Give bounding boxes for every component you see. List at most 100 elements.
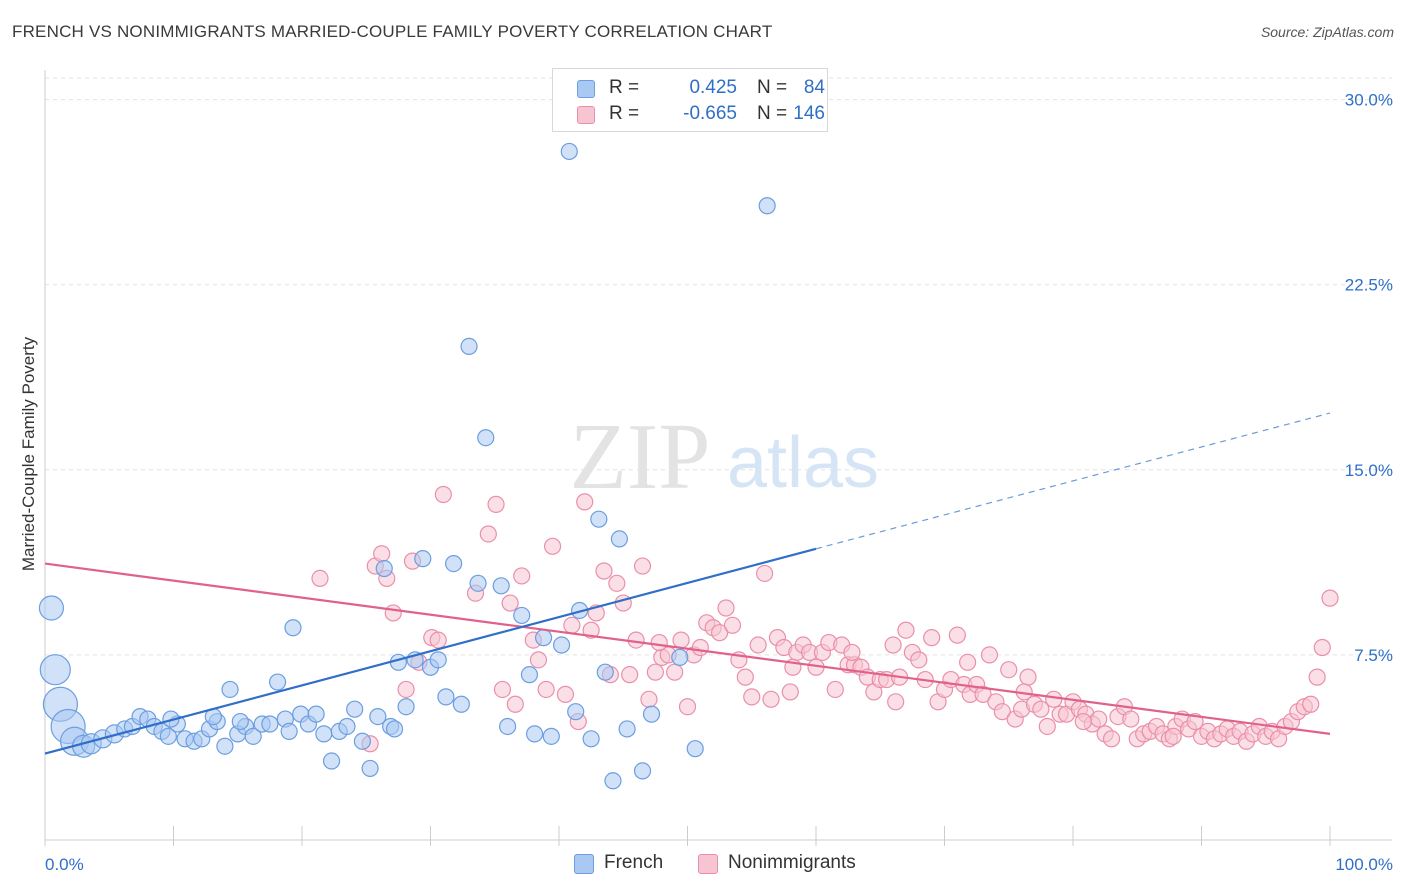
legend-r-label: R = (609, 103, 640, 124)
nonimmigrants-point (755, 564, 774, 583)
nonimmigrants-point (1122, 710, 1140, 728)
nonimmigrants-point (1038, 717, 1056, 736)
nonimmigrants-point (633, 557, 652, 575)
nonimmigrants-point (556, 685, 575, 703)
nonimmigrants-point (974, 685, 992, 703)
legend: R = 0.425 N = 84 R = -0.665 N = 146 (552, 68, 828, 132)
x-tick-labels: 0.0% 100.0% (45, 855, 1393, 874)
french-trend-line (44, 547, 817, 755)
french-point (590, 510, 608, 528)
y-tick-label: 7.5% (1354, 646, 1393, 665)
nonimmigrants-point (434, 485, 452, 504)
nonimmigrants-point (897, 621, 915, 639)
french-point (159, 727, 177, 745)
french-point (261, 715, 279, 733)
nonimmigrants-point (1102, 730, 1121, 748)
legend-n-value-french: 84 (803, 77, 825, 98)
french-point (452, 695, 470, 713)
nonimmigrants-point (691, 638, 709, 657)
french-point (567, 703, 585, 721)
nonimmigrants-point (672, 631, 690, 649)
nonimmigrants-point (506, 695, 524, 713)
french-point (686, 740, 704, 758)
nonimmigrants-point (429, 631, 447, 649)
french-point (361, 759, 379, 778)
nonimmigrants-point (1019, 668, 1037, 686)
french-point (596, 663, 614, 681)
watermark-atlas: atlas (727, 423, 879, 503)
nonimmigrants-point (501, 594, 519, 612)
nonimmigrants-point (537, 680, 555, 699)
french-point (552, 636, 571, 654)
nonimmigrants-point (487, 495, 505, 513)
french-point (469, 574, 487, 592)
french-point (525, 725, 544, 743)
legend-r-label: R = (609, 77, 640, 98)
french-point (582, 730, 600, 748)
nonimmigrants-point (762, 690, 780, 708)
nonimmigrants-point (736, 668, 754, 686)
y-tick-label: 22.5% (1345, 276, 1393, 295)
french-point (231, 712, 249, 731)
french-point (322, 752, 341, 770)
french-point (307, 705, 325, 723)
french-point (445, 554, 463, 573)
nonimmigrants-point (397, 680, 415, 699)
nonimmigrants-point (311, 569, 329, 587)
nonimmigrants-point (826, 680, 844, 699)
y-axis-label: Married-Couple Family Poverty (19, 336, 38, 572)
french-point (429, 651, 447, 669)
nonimmigrants-point (563, 616, 581, 634)
nonimmigrants-point (582, 621, 600, 639)
nonimmigrants-point (513, 567, 531, 585)
nonimmigrants-point (1090, 710, 1108, 728)
french-point (338, 717, 356, 736)
nonimmigrants-point (1032, 700, 1050, 718)
french-point (38, 595, 65, 621)
bottom-legend-swatch-french (574, 854, 594, 874)
bottom-legend-label-nonimmigrants: Nonimmigrants (728, 852, 856, 873)
nonimmigrants-point (887, 693, 905, 711)
nonimmigrants-point (723, 616, 742, 634)
nonimmigrants-point (948, 626, 966, 644)
y-tick-label: 15.0% (1345, 461, 1393, 480)
nonimmigrants-point (959, 653, 977, 671)
nonimmigrants-point (543, 537, 562, 555)
french-point (477, 429, 495, 447)
nonimmigrants-point (1164, 727, 1182, 745)
french-point (520, 666, 539, 684)
nonimmigrants-point (384, 604, 402, 622)
french-point (369, 708, 387, 726)
nonimmigrants-point (608, 574, 626, 592)
nonimmigrants-point (884, 636, 902, 654)
legend-n-label: N = (757, 77, 788, 98)
legend-swatch-nonimmigrants (577, 106, 595, 124)
french-point (671, 648, 689, 666)
french-point (280, 722, 298, 741)
x-tick-label: 100.0% (1335, 855, 1393, 874)
nonimmigrants-point (1000, 661, 1018, 679)
nonimmigrants-point (843, 643, 861, 662)
bottom-legend-swatch-nonimmigrants (698, 854, 718, 874)
french-point (397, 698, 415, 716)
french-trend-extension (815, 412, 1331, 550)
french-point (642, 705, 661, 723)
french-point (633, 762, 652, 780)
french-point (353, 732, 371, 750)
french-point (414, 550, 432, 568)
nonimmigrants-point (781, 683, 799, 701)
nonimmigrants-point (576, 493, 594, 511)
legend-n-value-nonimmigrants: 146 (793, 103, 825, 124)
french-point (315, 725, 333, 743)
french-point (618, 720, 636, 738)
legend-r-value-french: 0.425 (689, 77, 737, 98)
nonimmigrants-trend-line (44, 562, 1331, 735)
nonimmigrants-point (493, 680, 512, 699)
french-point (385, 720, 404, 738)
french-point (346, 700, 364, 718)
nonimmigrants-point (711, 624, 729, 642)
french-point (492, 577, 510, 595)
nonimmigrants-point (1308, 668, 1326, 686)
nonimmigrants-point (993, 703, 1011, 721)
